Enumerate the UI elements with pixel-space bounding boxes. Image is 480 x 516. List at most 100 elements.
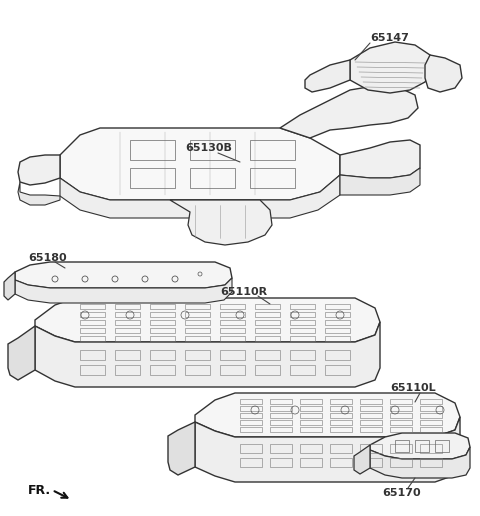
Bar [80, 336, 105, 341]
Bar [115, 320, 140, 325]
Text: FR.: FR. [28, 483, 51, 496]
Polygon shape [195, 417, 460, 482]
Bar [300, 413, 322, 417]
Bar [300, 427, 322, 431]
Bar [290, 304, 315, 309]
Bar [220, 312, 245, 317]
Bar [185, 365, 210, 375]
Polygon shape [305, 60, 350, 92]
Bar [390, 420, 412, 425]
Bar [255, 312, 280, 317]
Bar [255, 365, 280, 375]
Polygon shape [8, 326, 35, 380]
Polygon shape [60, 128, 340, 200]
Bar [185, 320, 210, 325]
Polygon shape [18, 155, 60, 185]
Bar [330, 399, 352, 404]
Bar [390, 413, 412, 417]
Bar [115, 312, 140, 317]
Bar [290, 336, 315, 341]
Polygon shape [350, 42, 432, 93]
Bar [190, 140, 235, 160]
Text: 65147: 65147 [370, 33, 409, 43]
Bar [185, 304, 210, 309]
Bar [255, 350, 280, 360]
Polygon shape [425, 55, 462, 92]
Bar [240, 427, 262, 431]
Bar [420, 399, 442, 404]
Bar [220, 304, 245, 309]
Bar [395, 440, 409, 452]
Polygon shape [15, 262, 232, 288]
Bar [300, 399, 322, 404]
Bar [300, 458, 322, 467]
Bar [255, 328, 280, 333]
Bar [325, 304, 350, 309]
Bar [80, 350, 105, 360]
Bar [255, 304, 280, 309]
Bar [220, 320, 245, 325]
Bar [300, 420, 322, 425]
Bar [325, 350, 350, 360]
Bar [390, 458, 412, 467]
Polygon shape [35, 298, 380, 342]
Polygon shape [15, 278, 232, 303]
Bar [390, 444, 412, 453]
Text: 65180: 65180 [28, 253, 67, 263]
Bar [250, 140, 295, 160]
Bar [325, 312, 350, 317]
Bar [420, 458, 442, 467]
Bar [290, 312, 315, 317]
Bar [150, 328, 175, 333]
Bar [390, 406, 412, 411]
Bar [270, 399, 292, 404]
Bar [420, 427, 442, 431]
Bar [150, 350, 175, 360]
Bar [270, 406, 292, 411]
Polygon shape [340, 140, 420, 178]
Bar [290, 350, 315, 360]
Bar [240, 420, 262, 425]
Polygon shape [4, 272, 15, 300]
Bar [270, 420, 292, 425]
Bar [390, 427, 412, 431]
Polygon shape [195, 393, 460, 437]
Bar [290, 320, 315, 325]
Bar [360, 413, 382, 417]
Bar [80, 320, 105, 325]
Bar [115, 304, 140, 309]
Bar [415, 440, 429, 452]
Bar [220, 336, 245, 341]
Bar [330, 420, 352, 425]
Bar [115, 365, 140, 375]
Polygon shape [18, 182, 60, 205]
Bar [325, 320, 350, 325]
Bar [435, 440, 449, 452]
Bar [150, 304, 175, 309]
Bar [360, 420, 382, 425]
Bar [150, 336, 175, 341]
Bar [290, 365, 315, 375]
Polygon shape [168, 422, 195, 475]
Bar [240, 399, 262, 404]
Bar [270, 444, 292, 453]
Bar [240, 413, 262, 417]
Bar [240, 458, 262, 467]
Bar [255, 320, 280, 325]
Bar [130, 140, 175, 160]
Bar [360, 406, 382, 411]
Bar [325, 328, 350, 333]
Bar [360, 427, 382, 431]
Bar [190, 168, 235, 188]
Bar [185, 336, 210, 341]
Bar [150, 312, 175, 317]
Polygon shape [280, 85, 418, 138]
Bar [220, 350, 245, 360]
Bar [300, 406, 322, 411]
Bar [130, 168, 175, 188]
Bar [220, 365, 245, 375]
Polygon shape [370, 433, 470, 459]
Bar [150, 365, 175, 375]
Bar [115, 328, 140, 333]
Bar [270, 427, 292, 431]
